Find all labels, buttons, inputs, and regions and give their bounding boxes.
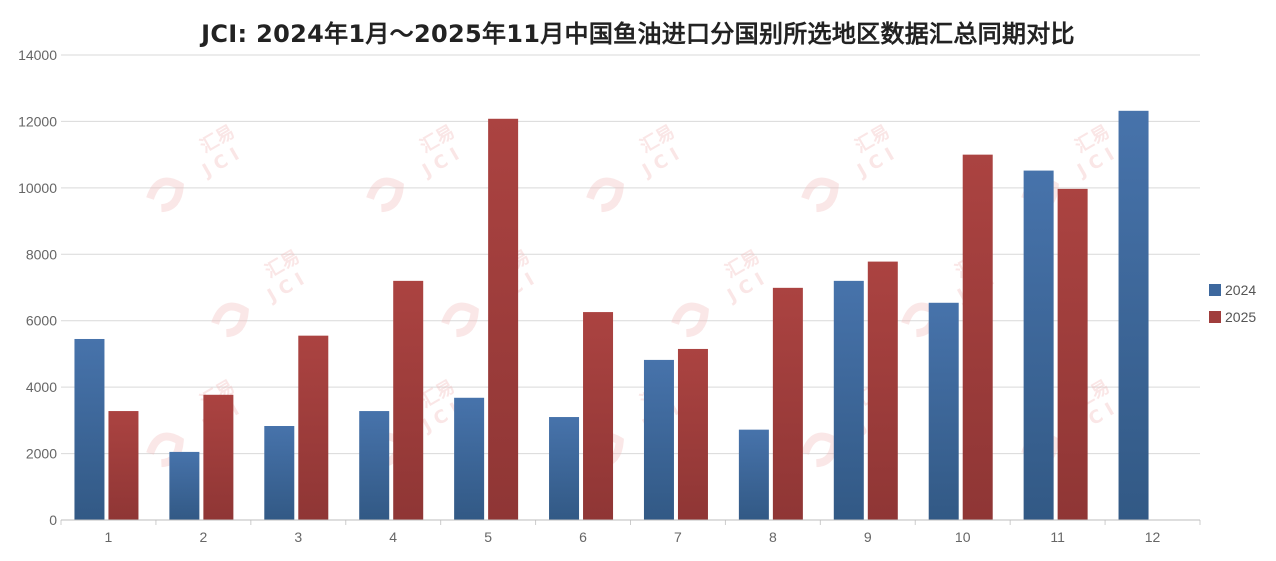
watermark-logo [671, 302, 709, 338]
bar-2025-7 [677, 348, 708, 520]
x-tick-label: 2 [199, 529, 207, 545]
x-tick-label: 12 [1145, 529, 1161, 545]
legend-label-2025: 2025 [1225, 309, 1256, 325]
bar-2024-8 [738, 429, 769, 520]
bar-2025-4 [393, 280, 424, 520]
x-tick-label: 7 [674, 529, 682, 545]
legend: 2024 2025 [1209, 282, 1256, 325]
y-tick-label: 14000 [18, 47, 57, 63]
y-tick-label: 8000 [26, 246, 57, 262]
bar-2024-11 [1023, 170, 1054, 521]
watermark-logo [801, 177, 839, 213]
bar-2025-1 [108, 411, 139, 520]
bar-2024-9 [833, 280, 864, 520]
x-tick-label: 8 [769, 529, 777, 545]
bars [74, 110, 1149, 521]
y-tick-label: 12000 [18, 113, 57, 129]
bar-2024-10 [928, 302, 959, 520]
bar-2025-11 [1057, 188, 1088, 520]
y-tick-label: 0 [49, 512, 57, 528]
legend-swatch-2025 [1209, 311, 1221, 323]
legend-label-2024: 2024 [1225, 282, 1256, 298]
bar-2024-6 [549, 417, 580, 520]
y-tick-label: 2000 [26, 446, 57, 462]
watermark-logo [441, 302, 479, 338]
bar-2025-8 [772, 287, 803, 520]
chart-title: JCI: 2024年1月～2025年11月中国鱼油进口分国别所选地区数据汇总同期… [201, 20, 1075, 48]
legend-swatch-2024 [1209, 284, 1221, 296]
watermark-logo [211, 302, 249, 338]
y-tick-label: 6000 [26, 313, 57, 329]
x-tick-label: 6 [579, 529, 587, 545]
x-tick-label: 5 [484, 529, 492, 545]
x-tick-label: 9 [864, 529, 872, 545]
watermark-logo [146, 177, 184, 213]
bar-2025-5 [488, 118, 519, 521]
bar-2025-6 [583, 312, 614, 520]
bar-2024-2 [169, 451, 200, 520]
bar-2024-1 [74, 338, 105, 520]
y-tick-label: 4000 [26, 379, 57, 395]
gridlines [61, 54, 1200, 455]
watermark-logo [586, 177, 624, 213]
x-tick-label: 11 [1050, 529, 1065, 545]
bar-2025-10 [962, 154, 993, 520]
x-tick-label: 10 [955, 529, 971, 545]
bar-2025-9 [867, 261, 898, 520]
x-tick-label: 1 [105, 529, 113, 545]
bar-2024-3 [264, 426, 295, 520]
bar-2024-7 [643, 359, 674, 520]
bar-2024-5 [454, 397, 485, 520]
watermark-logo [366, 177, 404, 213]
bar-2025-3 [298, 335, 329, 520]
x-tick-label: 3 [294, 529, 302, 545]
bar-2024-4 [359, 411, 390, 520]
bar-2024-12 [1118, 110, 1149, 521]
bar-2025-2 [203, 394, 234, 520]
y-tick-label: 10000 [18, 180, 57, 196]
x-tick-label: 4 [389, 529, 397, 545]
